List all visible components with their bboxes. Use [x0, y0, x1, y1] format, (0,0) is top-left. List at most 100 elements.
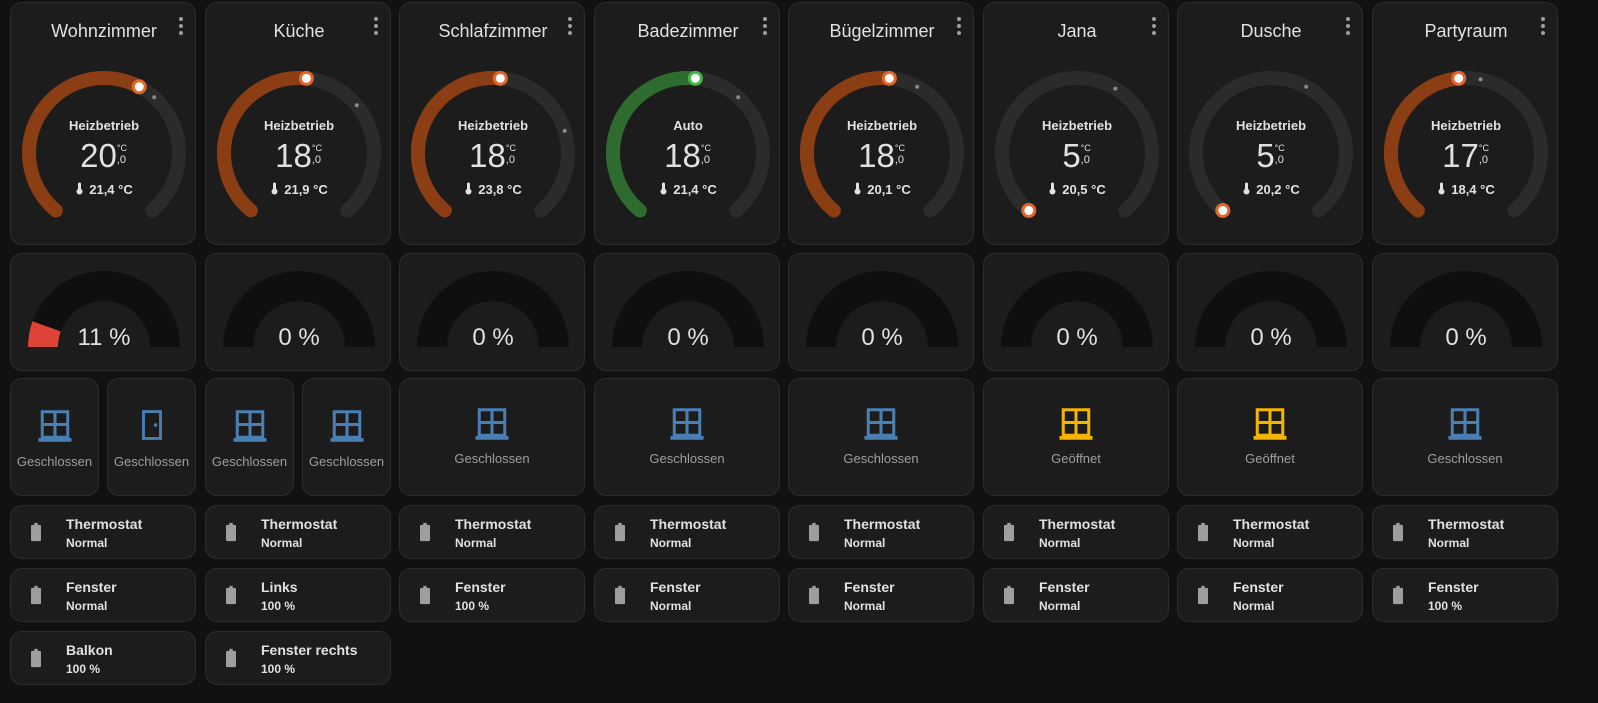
sensor-card-2[interactable]: Geschlossen	[107, 378, 196, 496]
thermostat-dial[interactable]	[789, 3, 975, 246]
battery-card-thermostat[interactable]: Thermostat Normal	[205, 505, 391, 559]
sensor-card-1[interactable]: Geschlossen	[788, 378, 974, 496]
battery-state: 100 %	[455, 599, 490, 613]
battery-state: Normal	[1233, 599, 1275, 613]
battery-card-fenster[interactable]: Fenster 100 %	[1372, 568, 1558, 622]
more-options-icon[interactable]	[175, 17, 187, 39]
target-temperature-decimal: ,0	[311, 154, 322, 166]
battery-card-fenster-rechts[interactable]: Fenster rechts 100 %	[205, 631, 391, 685]
current-temperature-value: 21,4 °C	[673, 182, 717, 197]
valve-position-value: 0 %	[1445, 324, 1487, 351]
thermostat-card[interactable]: Partyraum Heizbetrieb 17 °C ,0 18,4 °C	[1372, 2, 1558, 245]
room-name: Jana	[1057, 21, 1097, 41]
window-icon	[232, 408, 268, 449]
target-temperature-decimal: ,0	[116, 154, 127, 166]
battery-card-thermostat[interactable]: Thermostat Normal	[399, 505, 585, 559]
battery-name: Links	[261, 579, 298, 595]
valve-gauge-card[interactable]: 0 %	[1372, 253, 1558, 371]
thermostat-dial[interactable]	[400, 3, 586, 246]
thermostat-card[interactable]: Schlafzimmer Heizbetrieb 18 °C ,0 23,8 °C	[399, 2, 585, 245]
sensor-card-1[interactable]: Geöffnet	[983, 378, 1169, 496]
target-temperature-decimal: ,0	[1274, 154, 1284, 166]
sensor-card-1[interactable]: Geschlossen	[594, 378, 780, 496]
battery-name: Fenster	[844, 579, 895, 595]
battery-state: Normal	[455, 536, 497, 550]
thermostat-dial[interactable]	[984, 3, 1170, 246]
battery-card-thermostat[interactable]: Thermostat Normal	[1372, 505, 1558, 559]
more-options-icon[interactable]	[1342, 17, 1354, 39]
thermostat-card[interactable]: Badezimmer Auto 18 °C ,0 21,4 °C	[594, 2, 780, 245]
sensor-state: Geschlossen	[113, 454, 190, 469]
thermostat-dial[interactable]	[595, 3, 781, 246]
battery-card-fenster[interactable]: Fenster Normal	[10, 568, 196, 622]
valve-gauge-card[interactable]: 0 %	[399, 253, 585, 371]
valve-gauge	[417, 271, 569, 347]
battery-card-fenster[interactable]: Fenster Normal	[983, 568, 1169, 622]
sensor-card-2[interactable]: Geschlossen	[302, 378, 391, 496]
thermostat-card[interactable]: Jana Heizbetrieb 5 °C ,0 20,5 °C	[983, 2, 1169, 245]
valve-gauge-card[interactable]: 0 %	[205, 253, 391, 371]
thermometer-icon	[854, 182, 861, 195]
target-temperature-decimal: ,0	[1080, 154, 1090, 166]
sensor-card-1[interactable]: Geschlossen	[399, 378, 585, 496]
thermostat-card[interactable]: Dusche Heizbetrieb 5 °C ,0 20,2 °C	[1177, 2, 1363, 245]
battery-icon	[1393, 585, 1403, 605]
thermometer-icon	[1438, 182, 1445, 195]
thermostat-dial[interactable]	[11, 3, 197, 246]
more-options-icon[interactable]	[759, 17, 771, 39]
sensor-state: Geöffnet	[1051, 451, 1101, 466]
battery-card-thermostat[interactable]: Thermostat Normal	[983, 505, 1169, 559]
valve-gauge-card[interactable]: 0 %	[983, 253, 1169, 371]
more-options-icon[interactable]	[1537, 17, 1549, 39]
valve-position-value: 0 %	[278, 324, 320, 351]
thermostat-card[interactable]: Wohnzimmer Heizbetrieb 20 °C ,0 21,4 °C	[10, 2, 196, 245]
room-name: Bügelzimmer	[829, 21, 935, 41]
valve-gauge-card[interactable]: 11 %	[10, 253, 196, 371]
battery-name: Thermostat	[844, 516, 921, 532]
battery-card-fenster[interactable]: Fenster Normal	[788, 568, 974, 622]
battery-card-fenster[interactable]: Fenster Normal	[1177, 568, 1363, 622]
window-icon	[37, 408, 73, 449]
sensor-card-1[interactable]: Geschlossen	[1372, 378, 1558, 496]
battery-state: Normal	[1039, 599, 1081, 613]
more-options-icon[interactable]	[1148, 17, 1160, 39]
battery-card-links[interactable]: Links 100 %	[205, 568, 391, 622]
battery-state: Normal	[844, 536, 886, 550]
window-icon	[669, 406, 705, 447]
battery-name: Fenster rechts	[261, 642, 358, 658]
target-temperature-decimal: ,0	[505, 154, 516, 166]
more-options-icon[interactable]	[953, 17, 965, 39]
battery-icon	[1198, 585, 1208, 605]
thermostat-dial[interactable]	[1373, 3, 1559, 246]
more-options-icon[interactable]	[564, 17, 576, 39]
battery-card-balkon[interactable]: Balkon 100 %	[10, 631, 196, 685]
sensor-state: Geschlossen	[843, 451, 919, 466]
valve-gauge-card[interactable]: 0 %	[594, 253, 780, 371]
thermostat-dial[interactable]	[1178, 3, 1364, 246]
thermostat-card[interactable]: Bügelzimmer Heizbetrieb 18 °C ,0 20,1 °C	[788, 2, 974, 245]
battery-card-fenster[interactable]: Fenster 100 %	[399, 568, 585, 622]
battery-card-fenster[interactable]: Fenster Normal	[594, 568, 780, 622]
current-temperature-value: 18,4 °C	[1451, 182, 1495, 197]
battery-card-thermostat[interactable]: Thermostat Normal	[10, 505, 196, 559]
battery-card-thermostat[interactable]: Thermostat Normal	[1177, 505, 1363, 559]
valve-position-value: 0 %	[472, 324, 514, 351]
sensor-card-1[interactable]: Geschlossen	[10, 378, 99, 496]
battery-card-thermostat[interactable]: Thermostat Normal	[788, 505, 974, 559]
thermostat-dial[interactable]	[206, 3, 392, 246]
thermostat-card[interactable]: Küche Heizbetrieb 18 °C ,0 21,9 °C	[205, 2, 391, 245]
current-temperature-value: 20,2 °C	[1256, 182, 1300, 197]
more-options-icon[interactable]	[370, 17, 382, 39]
battery-card-thermostat[interactable]: Thermostat Normal	[594, 505, 780, 559]
battery-state: 100 %	[1428, 599, 1463, 613]
hvac-mode: Auto	[673, 118, 703, 133]
battery-name: Thermostat	[1039, 516, 1116, 532]
sensor-card-1[interactable]: Geöffnet	[1177, 378, 1363, 496]
current-temperature: 20,5 °C	[984, 182, 1170, 197]
valve-gauge-card[interactable]: 0 %	[788, 253, 974, 371]
sensor-card-1[interactable]: Geschlossen	[205, 378, 294, 496]
room-name: Küche	[273, 21, 325, 41]
gauge-track	[417, 271, 569, 347]
valve-gauge-card[interactable]: 0 %	[1177, 253, 1363, 371]
battery-name: Fenster	[455, 579, 506, 595]
